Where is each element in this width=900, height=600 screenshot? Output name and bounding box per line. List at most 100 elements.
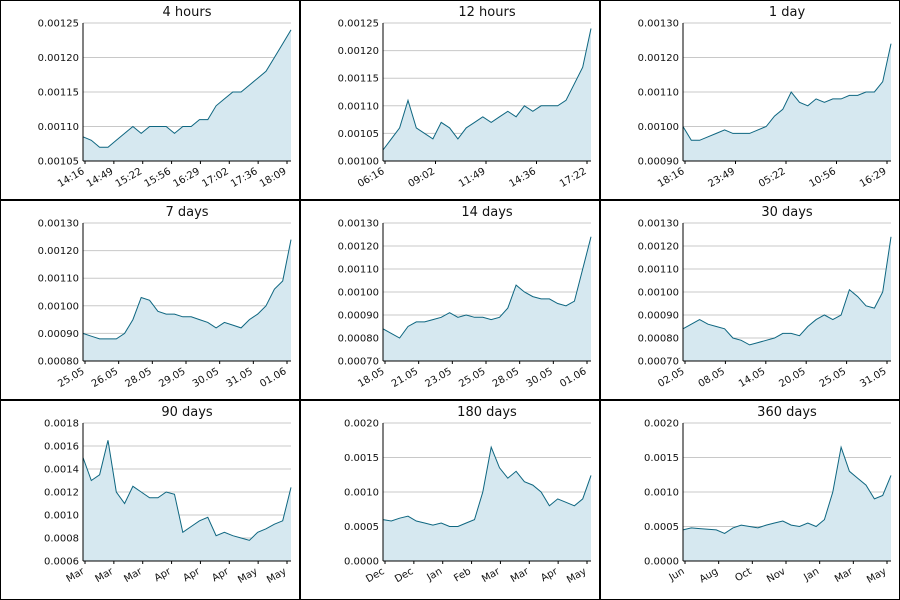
y-tick-label: 0.00110 bbox=[338, 101, 379, 112]
y-tick-label: 0.00080 bbox=[38, 357, 79, 368]
x-tick-label: 21.05 bbox=[390, 366, 420, 390]
series-line bbox=[82, 440, 292, 541]
chart-svg: 30 days 0.00070 0.00080 0.00090 0.00100 0.001… bbox=[638, 205, 892, 390]
y-tick-label: 0.00130 bbox=[338, 219, 379, 230]
series-area bbox=[383, 447, 591, 561]
series-line bbox=[382, 445, 592, 527]
series-area bbox=[683, 447, 891, 561]
x-tick-label: Feb bbox=[452, 566, 473, 584]
chart-panel: 12 hours 0.00100 0.00105 0.00110 0.00115 0.00… bbox=[301, 1, 599, 199]
y-tick-label: 0.0005 bbox=[644, 522, 679, 533]
x-tick-label: 15:56 bbox=[143, 166, 173, 190]
chart-panel: 180 days 0.0000 0.0005 0.0010 0.0015 0.0020 De… bbox=[301, 401, 599, 599]
y-tick-label: 0.00105 bbox=[338, 129, 379, 140]
y-tick-label: 0.0015 bbox=[644, 453, 679, 464]
chart-svg: 12 hours 0.00100 0.00105 0.00110 0.00115 0.00… bbox=[338, 5, 592, 190]
y-tick-label: 0.00130 bbox=[38, 219, 79, 230]
x-tick-label: 02.05 bbox=[656, 366, 686, 390]
y-tick-label: 0.0020 bbox=[344, 419, 379, 430]
chart-svg: 1 day 0.00090 0.00100 0.00110 0.00120 0.00130… bbox=[638, 5, 892, 190]
y-tick-label: 0.00090 bbox=[38, 329, 79, 340]
y-tick-label: 0.0014 bbox=[44, 465, 79, 476]
y-tick-label: 0.0010 bbox=[344, 488, 379, 499]
chart-panel: 4 hours 0.00105 0.00110 0.00115 0.00120 0.001… bbox=[1, 1, 299, 199]
y-tick-label: 0.00115 bbox=[38, 88, 79, 99]
x-tick-label: 01.06 bbox=[558, 366, 588, 390]
y-tick-label: 0.00110 bbox=[638, 88, 679, 99]
x-tick-label: 28.05 bbox=[124, 366, 154, 390]
series-line bbox=[682, 43, 892, 141]
y-tick-label: 0.00070 bbox=[638, 357, 679, 368]
x-tick-label: Mar bbox=[94, 566, 117, 585]
x-tick-label: 23:49 bbox=[707, 166, 737, 190]
x-tick-label: Apr bbox=[539, 566, 560, 585]
x-tick-label: 15:22 bbox=[114, 166, 144, 190]
y-tick-label: 0.00080 bbox=[638, 334, 679, 345]
chart-panel: 90 days 0.0006 0.0008 0.0010 0.0012 0.0014 0.0… bbox=[1, 401, 299, 599]
series-area bbox=[83, 239, 291, 361]
x-tick-label: Apr bbox=[210, 566, 231, 585]
y-tick-label: 0.00080 bbox=[338, 334, 379, 345]
chart-panel: 14 days 0.00070 0.00080 0.00090 0.00100 0.001… bbox=[301, 201, 599, 399]
y-tick-label: 0.00110 bbox=[38, 122, 79, 133]
y-tick-label: 0.00120 bbox=[338, 46, 379, 57]
x-tick-label: 30.05 bbox=[525, 366, 555, 390]
y-tick-label: 0.00130 bbox=[638, 19, 679, 30]
chart-svg: 14 days 0.00070 0.00080 0.00090 0.00100 0.001… bbox=[338, 205, 592, 390]
y-tick-label: 0.00105 bbox=[38, 157, 79, 168]
x-tick-label: Dec bbox=[364, 566, 386, 585]
x-tick-label: May bbox=[265, 566, 288, 586]
chart-svg: 4 hours 0.00105 0.00110 0.00115 0.00120 0.001… bbox=[38, 5, 292, 190]
y-tick-label: 0.00130 bbox=[638, 219, 679, 230]
y-tick-label: 0.00100 bbox=[338, 288, 379, 299]
chart-title: 4 hours bbox=[163, 5, 212, 20]
y-tick-label: 0.0010 bbox=[44, 511, 79, 522]
x-tick-label: 31.05 bbox=[225, 366, 255, 390]
y-tick-label: 0.00100 bbox=[38, 301, 79, 312]
series-line bbox=[382, 236, 592, 339]
chart-panel: 1 day 0.00090 0.00100 0.00110 0.00120 0.00130… bbox=[601, 1, 899, 199]
y-tick-label: 0.00125 bbox=[338, 19, 379, 30]
y-tick-label: 0.00090 bbox=[338, 311, 379, 322]
series-line bbox=[682, 445, 892, 534]
x-tick-label: Mar bbox=[509, 566, 532, 585]
x-tick-label: 14:49 bbox=[85, 166, 115, 190]
y-tick-label: 0.0000 bbox=[644, 557, 679, 568]
y-tick-label: 0.00110 bbox=[38, 274, 79, 285]
series-area bbox=[383, 236, 591, 361]
series-line bbox=[682, 236, 892, 346]
chart-title: 1 day bbox=[769, 5, 806, 20]
chart-title: 90 days bbox=[161, 405, 213, 420]
y-tick-label: 0.0012 bbox=[44, 488, 79, 499]
x-tick-label: 14.05 bbox=[737, 366, 767, 390]
chart-panel: 7 days 0.00080 0.00090 0.00100 0.00110 0.0012… bbox=[1, 201, 299, 399]
x-tick-label: 26.05 bbox=[90, 366, 120, 390]
chart-title: 360 days bbox=[757, 405, 817, 420]
chart-svg: 90 days 0.0006 0.0008 0.0010 0.0012 0.0014 0.0… bbox=[44, 405, 292, 586]
series-line bbox=[82, 239, 292, 340]
x-tick-label: Mar bbox=[122, 566, 145, 585]
x-tick-label: 18:09 bbox=[258, 166, 288, 190]
x-tick-label: Jan bbox=[801, 566, 821, 584]
chart-svg: 360 days 0.0000 0.0005 0.0010 0.0015 0.0020 Ju… bbox=[644, 405, 892, 586]
x-tick-label: 17:02 bbox=[200, 166, 230, 190]
y-tick-label: 0.00125 bbox=[38, 19, 79, 30]
x-tick-label: 09:02 bbox=[407, 166, 437, 190]
x-tick-label: 20.05 bbox=[777, 366, 807, 390]
y-tick-label: 0.00100 bbox=[638, 122, 679, 133]
series-area bbox=[83, 29, 291, 162]
chart-title: 7 days bbox=[165, 205, 208, 220]
x-tick-label: Mar bbox=[480, 566, 503, 585]
x-tick-label: Nov bbox=[765, 566, 787, 585]
x-tick-label: 14:16 bbox=[56, 166, 86, 190]
chart-title: 30 days bbox=[761, 205, 813, 220]
x-tick-label: Aug bbox=[698, 566, 720, 585]
x-tick-label: 31.05 bbox=[858, 366, 888, 390]
x-tick-label: May bbox=[865, 566, 888, 586]
y-tick-label: 0.0006 bbox=[44, 557, 79, 568]
y-tick-label: 0.0000 bbox=[344, 557, 379, 568]
x-tick-label: 25.05 bbox=[56, 366, 86, 390]
chart-panel: 360 days 0.0000 0.0005 0.0010 0.0015 0.0020 Ju… bbox=[601, 401, 899, 599]
y-tick-label: 0.0016 bbox=[44, 442, 79, 453]
x-tick-label: Mar bbox=[833, 566, 856, 585]
